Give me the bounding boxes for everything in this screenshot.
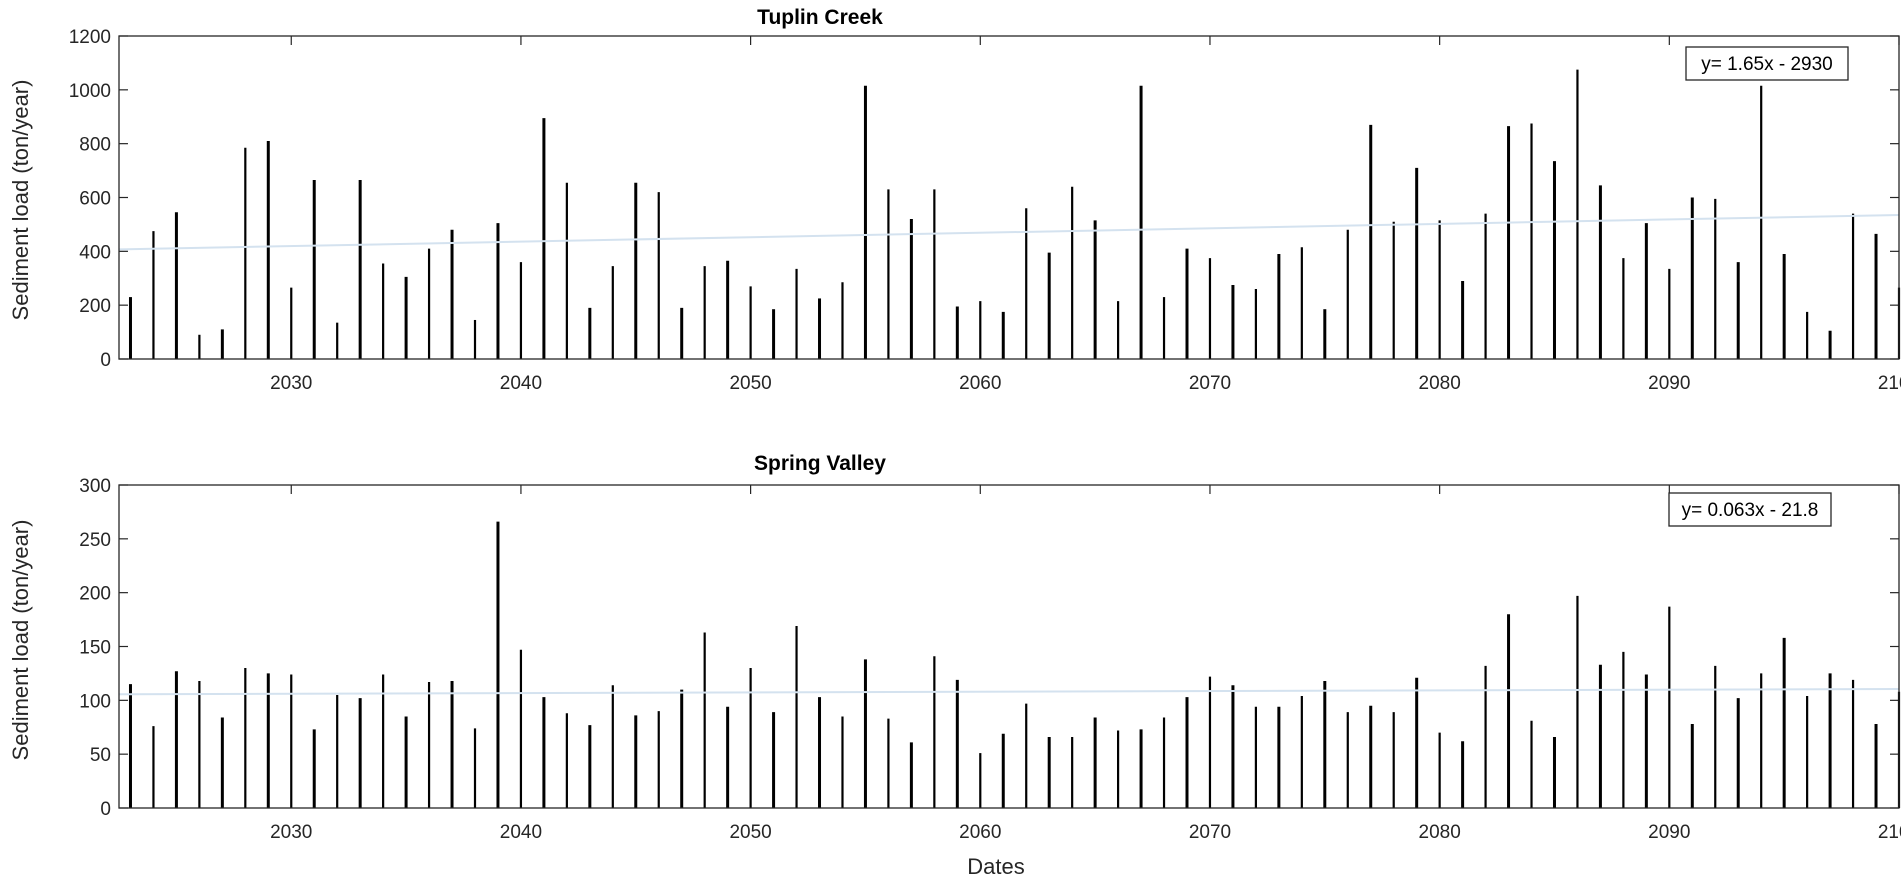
tuplin-creek-equation-box: y= 1.65x - 2930 — [1685, 46, 1849, 81]
tuplin-creek-ytick-label: 1000 — [69, 81, 111, 102]
tuplin-creek-ytick-label: 200 — [79, 296, 111, 317]
spring-valley-xlabel: Dates — [967, 854, 1024, 879]
tuplin-creek-ylabel: Sediment load (ton/year) — [8, 80, 33, 321]
tuplin-creek-xtick-label: 2060 — [959, 373, 1001, 394]
spring-valley-xtick-label: 2100 — [1878, 822, 1901, 843]
tuplin-creek-axes-box — [118, 35, 1900, 360]
spring-valley-equation-box: y= 0.063x - 21.8 — [1668, 492, 1832, 527]
tuplin-creek-xtick-label: 2030 — [270, 373, 312, 394]
spring-valley-trendline — [118, 688, 1900, 696]
spring-valley-panel: Spring Valley Sediment load (ton/year) D… — [8, 452, 1901, 879]
spring-valley-title: Spring Valley — [754, 452, 886, 475]
tuplin-creek-title: Tuplin Creek — [757, 6, 883, 29]
spring-valley-ytick-label: 100 — [79, 691, 111, 712]
tuplin-creek-xtick-label: 2100 — [1878, 373, 1901, 394]
spring-valley-axes-box — [118, 484, 1900, 809]
tuplin-creek-trend-line — [118, 213, 1900, 251]
spring-valley-xtick-label: 2050 — [729, 822, 771, 843]
tuplin-creek-xtick-label: 2070 — [1189, 373, 1231, 394]
tuplin-creek-xtick-label: 2050 — [729, 373, 771, 394]
spring-valley-ytick-label: 0 — [100, 799, 111, 820]
tuplin-creek-ytick-label: 600 — [79, 189, 111, 210]
tuplin-creek-ticks: 0 200 400 600 800 1000 1200 2030 2040 2050 2060 207… — [69, 27, 1901, 394]
spring-valley-ytick-label: 300 — [79, 476, 111, 497]
spring-valley-xtick-label: 2090 — [1648, 822, 1690, 843]
tuplin-creek-panel: Tuplin Creek Sediment load (ton/year) 0 2… — [8, 6, 1901, 394]
spring-valley-xtick-label: 2070 — [1189, 822, 1231, 843]
tuplin-creek-xtick-label: 2040 — [500, 373, 542, 394]
tuplin-creek-ytick-label: 0 — [100, 350, 111, 371]
tuplin-creek-ytick-label: 1200 — [69, 27, 111, 48]
spring-valley-equation: y= 0.063x - 21.8 — [1682, 500, 1819, 521]
tuplin-creek-bars — [128, 69, 1901, 359]
spring-valley-ytick-label: 50 — [90, 745, 111, 766]
spring-valley-xtick-label: 2030 — [270, 822, 312, 843]
tuplin-creek-xtick-label: 2080 — [1419, 373, 1461, 394]
tuplin-creek-equation: y= 1.65x - 2930 — [1701, 54, 1833, 75]
spring-valley-xtick-label: 2080 — [1419, 822, 1461, 843]
spring-valley-ytick-label: 150 — [79, 638, 111, 659]
spring-valley-bars — [128, 521, 1901, 808]
spring-valley-ylabel: Sediment load (ton/year) — [8, 520, 33, 761]
spring-valley-ticks: 0 50 100 150 200 250 300 2030 2040 2050 2060 2070 20… — [79, 476, 1901, 843]
spring-valley-trend-line — [118, 688, 1900, 696]
spring-valley-ytick-label: 250 — [79, 530, 111, 551]
tuplin-creek-ytick-label: 400 — [79, 242, 111, 263]
tuplin-creek-trendline — [118, 213, 1900, 251]
spring-valley-xtick-label: 2040 — [500, 822, 542, 843]
tuplin-creek-ytick-label: 800 — [79, 135, 111, 156]
tuplin-creek-xtick-label: 2090 — [1648, 373, 1690, 394]
spring-valley-ytick-label: 200 — [79, 584, 111, 605]
spring-valley-xtick-label: 2060 — [959, 822, 1001, 843]
